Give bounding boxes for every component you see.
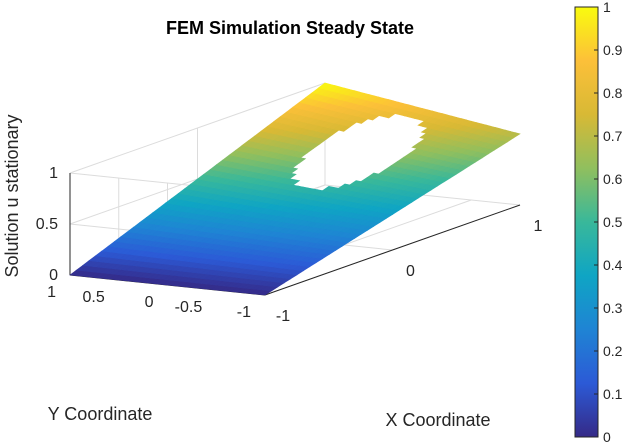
y-tick-label: 0.5 bbox=[83, 289, 105, 306]
surface-patch bbox=[285, 167, 299, 174]
x-tick-label: 0 bbox=[406, 263, 415, 280]
y-tick-label: 0 bbox=[145, 294, 154, 311]
x-axis-line bbox=[264, 204, 521, 296]
colorbar-tick-label: 0.5 bbox=[603, 214, 623, 230]
y-tick-label: 1 bbox=[47, 284, 56, 301]
colorbar-tick-label: 0.1 bbox=[603, 386, 623, 402]
tick-labels: 00.51-1-0.500.51-101 bbox=[36, 165, 543, 325]
surface-patch bbox=[293, 157, 307, 164]
surface-patch bbox=[508, 132, 521, 139]
x-tick-label: -1 bbox=[276, 308, 290, 325]
colorbar-tick-label: 0.6 bbox=[603, 171, 623, 187]
z-tick-label: 0 bbox=[49, 267, 58, 284]
colorbar-tick-label: 0.4 bbox=[603, 257, 623, 273]
x-tick-label: 1 bbox=[534, 218, 543, 235]
colorbar: 0 0.1 0.2 0.3 0.4 0.5 0.6 0.7 0.8 0.9 1 bbox=[574, 0, 623, 445]
surface bbox=[69, 82, 521, 296]
colorbar-tick-label: 0 bbox=[603, 429, 611, 445]
z-tick-label: 0.5 bbox=[36, 216, 58, 233]
colorbar-tick-label: 0.7 bbox=[603, 128, 623, 144]
x-axis-label: X Coordinate bbox=[385, 410, 490, 430]
colorbar-tick-label: 0.3 bbox=[603, 300, 623, 316]
y-tick-label: -0.5 bbox=[175, 299, 203, 316]
z-axis-label: Solution u stationary bbox=[2, 114, 22, 277]
colorbar-tick-label: 0.2 bbox=[603, 343, 623, 359]
surface-patch bbox=[287, 179, 301, 186]
surface-patch bbox=[284, 172, 297, 180]
colorbar-tick-label: 0.9 bbox=[603, 42, 623, 58]
y-axis-label: Y Coordinate bbox=[48, 404, 153, 424]
colorbar-tick-label: 0.8 bbox=[603, 85, 623, 101]
y-tick-label: -1 bbox=[237, 304, 251, 321]
chart-title: FEM Simulation Steady State bbox=[166, 18, 414, 38]
colorbar-tick-label: 1 bbox=[603, 0, 611, 15]
z-tick-label: 1 bbox=[49, 165, 58, 182]
